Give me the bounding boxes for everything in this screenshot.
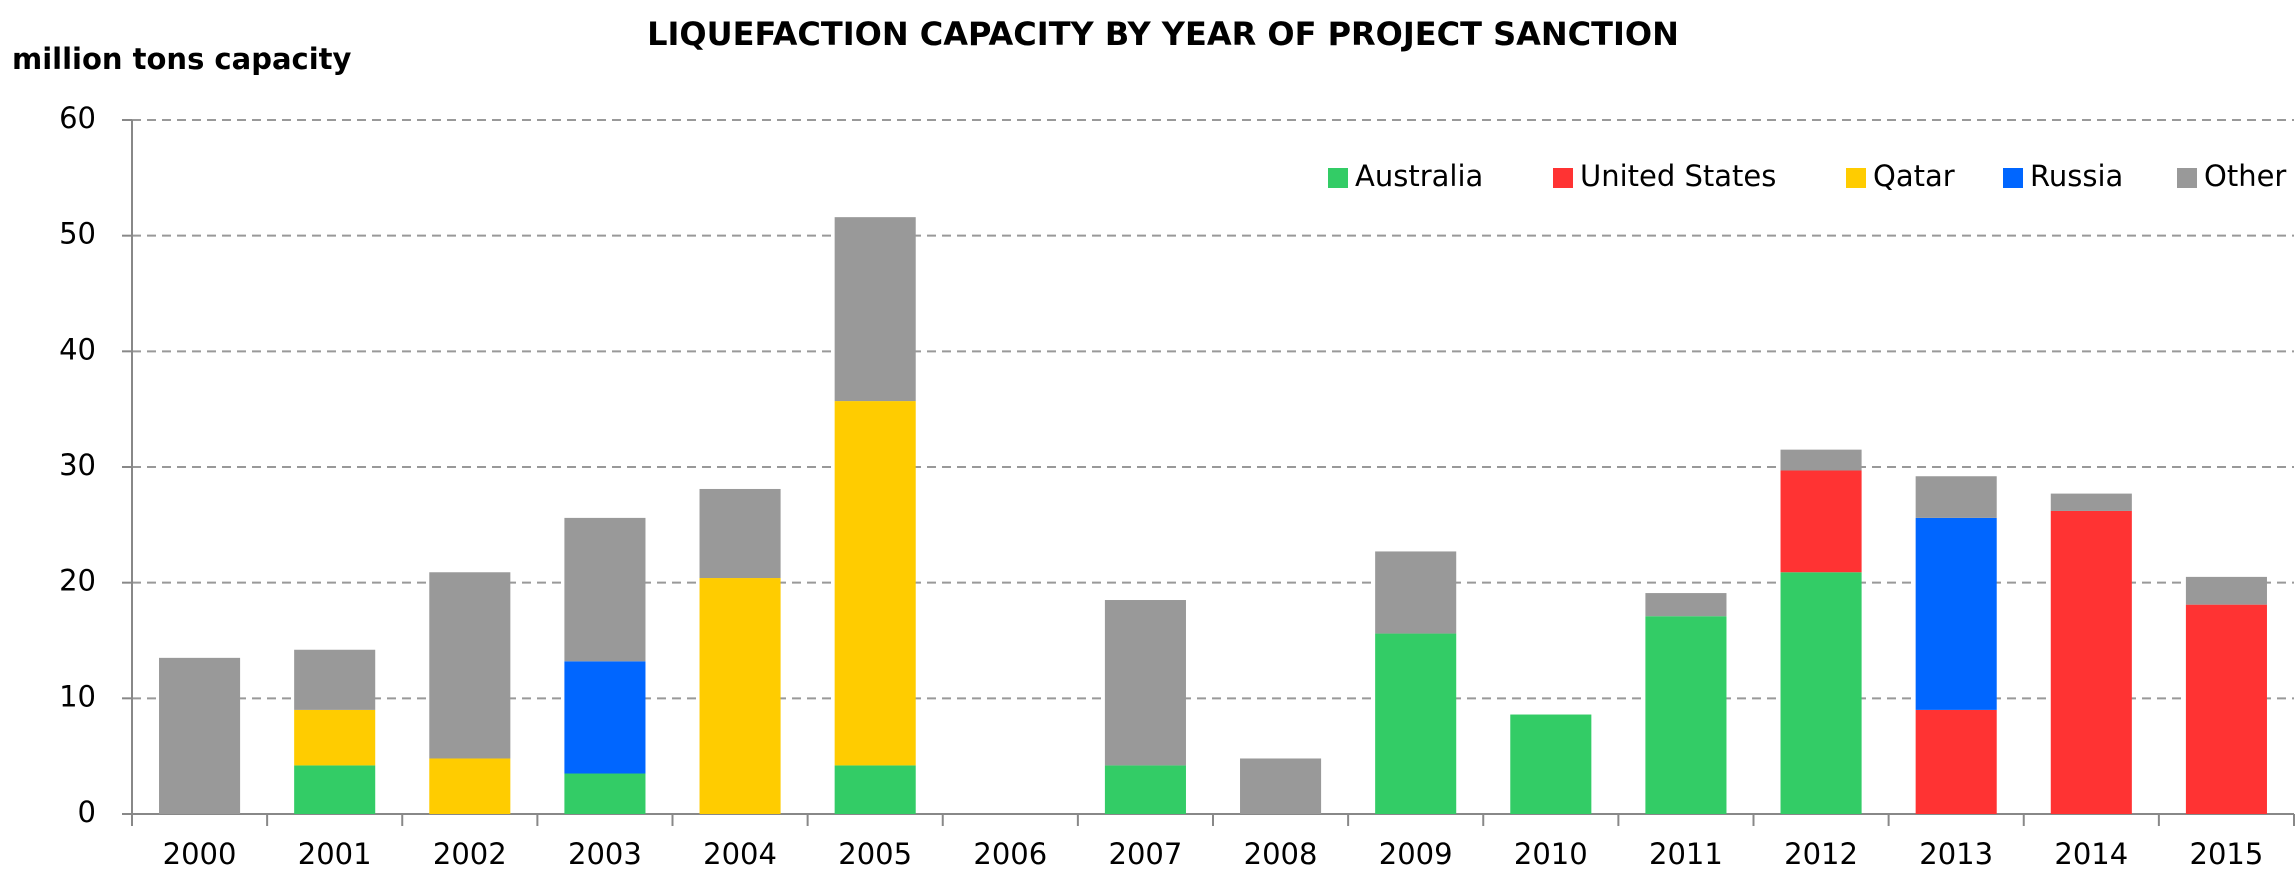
x-tick-label: 2014: [2054, 837, 2128, 871]
x-tick-label: 2013: [1919, 837, 1993, 871]
y-tick-label: 0: [78, 795, 96, 829]
bar-segment: [429, 758, 511, 814]
bar-segment: [1104, 600, 1186, 766]
bar-segment: [1645, 593, 1727, 617]
bar-segment: [1645, 616, 1727, 814]
legend-label: United States: [1580, 159, 1776, 193]
x-tick-label: 2006: [973, 837, 1047, 871]
bar-segment: [834, 401, 916, 766]
chart-title: LIQUEFACTION CAPACITY BY YEAR OF PROJECT…: [647, 15, 1679, 53]
x-tick-label: 2000: [163, 837, 237, 871]
bar-segment: [429, 572, 511, 759]
bar-segment: [1915, 476, 1997, 518]
legend-swatch: [1846, 168, 1866, 188]
x-tick-label: 2015: [2190, 837, 2264, 871]
bar-segment: [1104, 765, 1186, 814]
bar-segment: [1240, 758, 1322, 814]
x-tick-label: 2005: [838, 837, 912, 871]
bar-segment: [2185, 576, 2267, 605]
bar-segment: [1780, 470, 1862, 573]
bar-segment: [1915, 709, 1997, 814]
bar-segment: [1780, 572, 1862, 814]
x-tick-label: 2010: [1514, 837, 1588, 871]
legend-swatch: [2003, 168, 2023, 188]
y-axis-label: million tons capacity: [12, 42, 352, 76]
y-tick-label: 40: [59, 332, 96, 366]
bar-segment: [1510, 714, 1592, 814]
bar-segment: [834, 217, 916, 402]
x-tick-label: 2003: [568, 837, 642, 871]
bar-segment: [1780, 449, 1862, 471]
legend-swatch: [2177, 168, 2197, 188]
legend-label: Other: [2204, 159, 2286, 193]
bar-segment: [294, 765, 376, 814]
legend-label: Qatar: [1873, 159, 1955, 193]
x-tick-label: 2001: [298, 837, 372, 871]
bar-segment: [2050, 493, 2132, 511]
y-tick-label: 50: [59, 217, 96, 251]
x-tick-label: 2007: [1109, 837, 1183, 871]
bar-segment: [294, 649, 376, 710]
bar-segment: [699, 578, 781, 814]
bar-segment: [159, 657, 241, 814]
x-tick-label: 2008: [1244, 837, 1318, 871]
y-tick-label: 60: [59, 101, 96, 135]
y-tick-label: 30: [59, 448, 96, 482]
legend-label: Australia: [1355, 159, 1483, 193]
x-tick-label: 2002: [433, 837, 507, 871]
x-tick-label: 2009: [1379, 837, 1453, 871]
y-tick-label: 20: [59, 564, 96, 598]
x-tick-label: 2011: [1649, 837, 1723, 871]
bar-segment: [834, 765, 916, 814]
bar-segment: [564, 773, 646, 814]
legend-label: Russia: [2030, 159, 2123, 193]
bar-segment: [564, 517, 646, 662]
x-tick-label: 2004: [703, 837, 777, 871]
bar-segment: [2185, 604, 2267, 814]
bar-segment: [1375, 551, 1457, 634]
bar-segment: [699, 488, 781, 579]
bar-segment: [1915, 517, 1997, 710]
y-tick-label: 10: [59, 679, 96, 713]
legend-swatch: [1328, 168, 1348, 188]
legend-swatch: [1553, 168, 1573, 188]
bar-segment: [564, 661, 646, 774]
bar-segment: [294, 709, 376, 766]
x-tick-label: 2012: [1784, 837, 1858, 871]
bar-segment: [2050, 510, 2132, 814]
bar-segment: [1375, 633, 1457, 814]
